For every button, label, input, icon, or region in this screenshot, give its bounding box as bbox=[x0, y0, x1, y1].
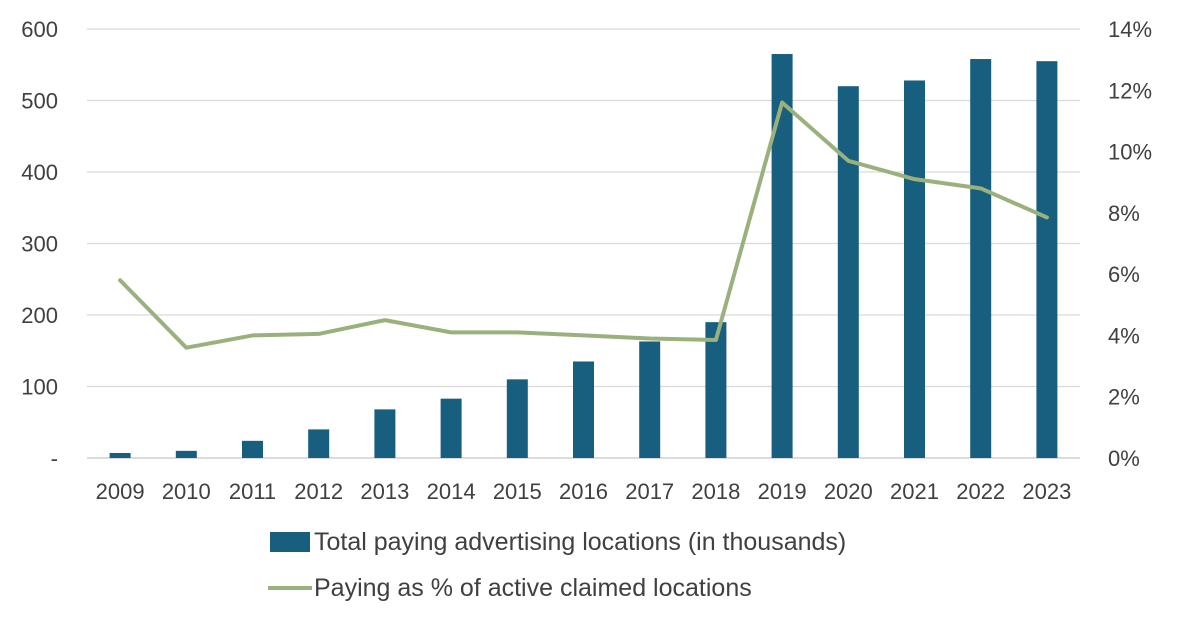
bar bbox=[374, 409, 396, 458]
y-left-tick-label: 300 bbox=[21, 232, 58, 257]
x-tick-label: 2019 bbox=[758, 479, 807, 504]
bar bbox=[175, 450, 197, 458]
y-left-tick-label: - bbox=[51, 446, 58, 471]
x-tick-label: 2012 bbox=[294, 479, 343, 504]
x-tick-label: 2014 bbox=[427, 479, 476, 504]
y-right-tick-label: 4% bbox=[1108, 323, 1140, 348]
bar bbox=[904, 80, 925, 458]
x-tick-label: 2010 bbox=[162, 479, 211, 504]
bar bbox=[771, 54, 793, 459]
x-tick-label: 2023 bbox=[1022, 479, 1071, 504]
y-right-tick-label: 6% bbox=[1108, 262, 1140, 287]
gridlines bbox=[87, 28, 1080, 459]
bar bbox=[109, 452, 131, 458]
x-tick-label: 2016 bbox=[559, 479, 608, 504]
bar-series bbox=[109, 54, 1058, 459]
y-right-tick-label: 2% bbox=[1108, 385, 1140, 410]
legend-label-bars: Total paying advertising locations (in t… bbox=[314, 528, 846, 556]
bar bbox=[242, 440, 263, 458]
x-tick-label: 2022 bbox=[956, 479, 1005, 504]
bar bbox=[639, 341, 661, 458]
y-left-tick-label: 500 bbox=[21, 89, 58, 114]
bar bbox=[970, 59, 992, 458]
bar bbox=[440, 398, 462, 458]
line-series bbox=[118, 100, 1049, 350]
legend-label-line: Paying as % of active claimed locations bbox=[314, 574, 752, 602]
x-tick-label: 2011 bbox=[229, 479, 276, 504]
y-right-tick-label: 10% bbox=[1108, 140, 1152, 165]
bar bbox=[506, 379, 528, 458]
bar bbox=[573, 361, 594, 458]
bar bbox=[1036, 61, 1058, 459]
y-right-tick-label: 8% bbox=[1108, 201, 1140, 226]
y-left-tick-label: 200 bbox=[21, 303, 58, 328]
y-left-tick-label: 400 bbox=[21, 160, 58, 185]
bar bbox=[837, 86, 859, 458]
y-right-tick-label: 12% bbox=[1108, 78, 1152, 103]
y-left-tick-label: 600 bbox=[21, 17, 58, 42]
x-tick-label: 2015 bbox=[493, 479, 542, 504]
x-tick-label: 2021 bbox=[890, 479, 939, 504]
x-tick-label: 2013 bbox=[360, 479, 409, 504]
y-left-tick-label: 100 bbox=[21, 375, 58, 400]
x-tick-label: 2017 bbox=[625, 479, 674, 504]
axes: - 100 200 300 400 500 600 0% 2% 4% 6% 8% 10% 12% 14% 20… bbox=[21, 17, 1152, 504]
x-tick-label: 2009 bbox=[96, 479, 145, 504]
legend: Total paying advertising locations (in t… bbox=[268, 528, 846, 602]
x-tick-label: 2018 bbox=[691, 479, 740, 504]
x-tick-label: 2020 bbox=[824, 479, 873, 504]
y-right-tick-label: 14% bbox=[1108, 17, 1152, 42]
bar bbox=[308, 429, 330, 458]
bar bbox=[705, 322, 727, 458]
legend-swatch-bars bbox=[270, 532, 310, 552]
y-right-tick-label: 0% bbox=[1108, 446, 1140, 471]
